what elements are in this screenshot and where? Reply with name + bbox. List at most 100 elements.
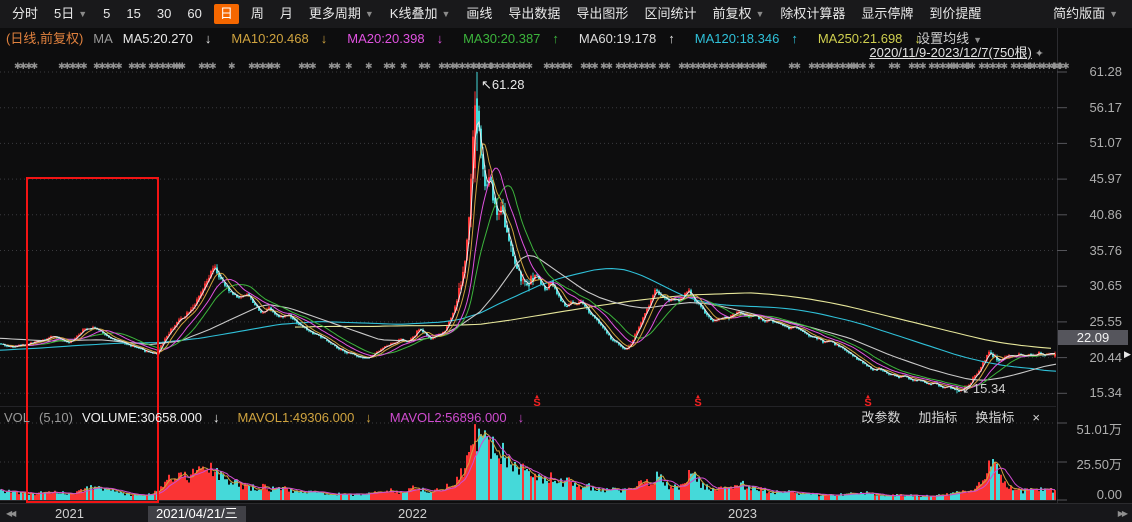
event-marker-icon: ✱✱	[328, 61, 341, 71]
arrow-down-icon: ↓	[204, 31, 212, 46]
chevron-down-icon: ▼	[78, 9, 88, 19]
event-marker-icon: ✱✱	[268, 61, 281, 71]
toolbar-item-label: 除权计算器	[780, 6, 846, 21]
toolbar-item-exright-calculator[interactable]: 除权计算器	[772, 4, 853, 24]
ma-settings-label: 设置均线	[917, 31, 970, 46]
volume-value-label: MAVOL2:56896.000	[389, 410, 507, 425]
arrow-down-icon: ↓	[212, 410, 220, 425]
volume-tick-label: 0.00	[1096, 487, 1122, 502]
event-marker-icon: ✱	[400, 61, 407, 71]
scroll-right-icon[interactable]: ▶▶	[1117, 509, 1128, 518]
date-range-link[interactable]: 2020/11/9-2023/12/7(750根) ✦	[869, 45, 1044, 60]
toolbar-item-kline-overlay[interactable]: K线叠加 ▼	[382, 4, 459, 24]
arrow-up-icon: ↑	[791, 31, 798, 46]
arrow-down-icon: ↓	[517, 410, 525, 425]
toolbar-item-label: 前复权	[712, 6, 752, 21]
exright-event-icon: ▲ S	[533, 394, 541, 409]
arrow-up-icon: ↑	[668, 31, 675, 46]
low-price-label: 15.34	[972, 381, 1006, 396]
arrow-down-icon: ↓	[365, 410, 372, 425]
ma-value-label: MA250:21.698	[817, 31, 903, 46]
toolbar-item-export-image[interactable]: 导出图形	[568, 4, 636, 24]
arrow-upleft-icon: ↖	[481, 77, 492, 92]
toolbar-item-simple-layout[interactable]: 简约版面 ▼	[1045, 4, 1126, 24]
toolbar-item-week[interactable]: 周	[243, 4, 272, 24]
indicator-actions: 改参数 加指标 换指标 ×	[843, 409, 1040, 427]
price-tick-label: 30.65	[1089, 278, 1122, 294]
toolbar-item-label: 导出数据	[508, 6, 561, 21]
volume-tick-label: 25.50万	[1076, 457, 1122, 472]
ma-value-label: MA60:19.178	[578, 31, 657, 46]
event-marker-icon: ✱✱	[600, 61, 613, 71]
scroll-left-icon[interactable]: ◀◀	[6, 509, 16, 518]
toolbar-item-5[interactable]: 5	[95, 4, 118, 24]
toolbar-item-label: 画线	[466, 6, 493, 21]
volume-value-label: MAVOL1:49306.000	[237, 410, 355, 425]
ma-value-label: MA20:20.398	[347, 31, 425, 46]
action-add-indicator[interactable]: 加指标	[918, 410, 958, 425]
close-icon[interactable]: ×	[1032, 410, 1040, 425]
price-tick-label: 56.17	[1089, 99, 1122, 115]
toolbar-item-show-suspended[interactable]: 显示停牌	[853, 4, 921, 24]
event-marker-icon: ✱✱✱✱✱✱	[453, 61, 488, 71]
toolbar-item-forward-adjust[interactable]: 前复权 ▼	[704, 4, 772, 24]
event-marker-icon: ✱✱✱	[908, 61, 927, 71]
event-marker-icon: ✱✱✱	[505, 61, 524, 71]
ma-settings-button[interactable]: 设置均线 ▼	[917, 30, 982, 48]
toolbar-item-day[interactable]: 日	[213, 4, 239, 24]
chevron-down-icon: ▼	[1109, 9, 1118, 19]
event-marker-icon: ✱✱✱✱	[1010, 61, 1034, 71]
event-marker-icon: ✱✱✱✱✱	[1040, 61, 1070, 71]
toolbar-item-label: 日	[219, 6, 233, 21]
toolbar-item-export-data[interactable]: 导出数据	[500, 4, 568, 24]
action-switch-indicator[interactable]: 换指标	[975, 410, 1015, 425]
toolbar-item-price-alert[interactable]: 到价提醒	[921, 4, 989, 24]
peak-price-label: 61.28	[491, 77, 525, 92]
event-marker-icon: ✱✱✱✱✱	[928, 61, 958, 71]
toolbar-item-interval-stats[interactable]: 区间统计	[636, 4, 704, 24]
toolbar-item-more-periods[interactable]: 更多周期 ▼	[301, 4, 382, 24]
toolbar-item-label: 更多周期	[308, 6, 361, 21]
event-marker-icon: ✱✱✱✱	[615, 61, 639, 71]
event-marker-icon: ✱	[868, 61, 875, 71]
event-marker-icon: ✱✱	[520, 61, 533, 71]
toolbar-item-draw-line[interactable]: 画线	[458, 4, 500, 24]
event-marker-icon: ✱✱✱✱✱	[678, 61, 708, 71]
toolbar-item-30[interactable]: 30	[149, 4, 179, 24]
toolbar-item-label: K线叠加	[389, 6, 438, 21]
event-marker-icon: ✱✱✱✱	[718, 61, 742, 71]
ma-value-ma120: MA120:18.346 ↑	[695, 31, 808, 46]
ma-value-label: MA5:20.270	[122, 31, 193, 46]
event-marker-icon: ✱✱✱✱	[14, 61, 38, 71]
price-tick-label: 40.86	[1089, 206, 1122, 222]
event-marker-icon: ✱✱	[383, 61, 396, 71]
arrow-down-icon: ↓	[320, 31, 328, 46]
event-marker-icon: ✱✱✱✱	[808, 61, 832, 71]
adjust-mode-label: (日线,前复权)	[6, 31, 84, 46]
event-marker-icon: ✱✱✱	[1025, 61, 1044, 71]
toolbar-item-five-day[interactable]: 5日 ▼	[46, 4, 95, 24]
current-price-tag: 22.09	[1058, 330, 1128, 345]
event-marker-icon: ✱✱✱✱	[543, 61, 567, 71]
toolbar-item-month[interactable]: 月	[272, 4, 301, 24]
toolbar-item-60[interactable]: 60	[179, 4, 209, 24]
ma-value-label: MA30:20.387	[463, 31, 541, 46]
ma-value-ma30: MA30:20.387 ↑	[463, 31, 569, 46]
event-marker-icon: ✱✱✱	[128, 61, 147, 71]
toolbar-item-15[interactable]: 15	[118, 4, 148, 24]
toolbar-item-label: 分时	[12, 6, 39, 21]
price-tick-label: 35.76	[1089, 242, 1122, 258]
time-axis: ◀◀ 2021 2021/04/21/三 2022 2023 ▶▶	[0, 503, 1132, 522]
volume-params-label: (5,10)	[39, 410, 73, 425]
event-marker-icon: ✱✱✱	[978, 61, 997, 71]
arrow-downleft-icon: ↙	[962, 381, 973, 396]
event-marker-icon: ✱	[345, 61, 352, 71]
ma-value-label: MA120:18.346	[694, 31, 780, 46]
toolbar-item-minute[interactable]: 分时	[4, 4, 46, 24]
action-change-params[interactable]: 改参数	[861, 410, 901, 425]
pin-icon: ✦	[1034, 48, 1044, 60]
volume-indicator-readout: VOL (5,10) VOLUME:30658.000 ↓ MAVOL1:49306.0…	[4, 409, 542, 427]
event-marker-icon: ✱✱✱✱✱	[58, 61, 88, 71]
